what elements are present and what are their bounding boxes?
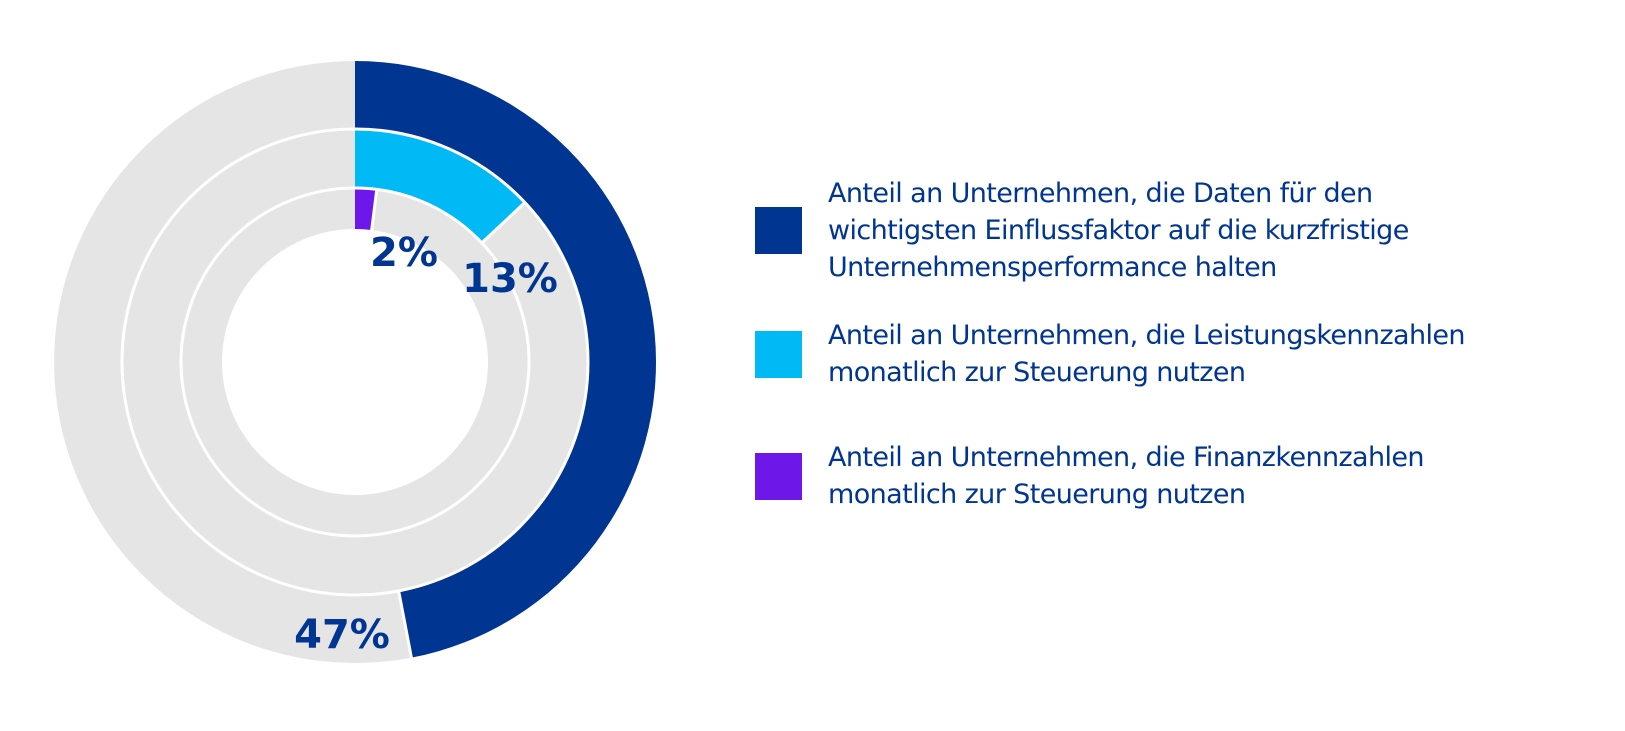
legend-line: Unternehmensperformance halten: [828, 252, 1277, 283]
ring-values: [355, 61, 657, 658]
legend-swatch-outer: [755, 207, 802, 254]
ring-gap-1: [179, 186, 531, 538]
ring-gap-0: [120, 127, 590, 597]
ring-segment-outer: [355, 61, 657, 658]
segment-end-divider-inner: [370, 189, 379, 232]
segment-end-divider-middle: [480, 201, 526, 244]
legend-line: Anteil an Unternehmen, die Daten für den: [828, 178, 1373, 209]
ring-labels: 47% 13% 2%: [294, 230, 558, 658]
donut-chart: 47% 13% 2%: [54, 61, 657, 663]
value-label-outer: 47%: [294, 612, 390, 658]
legend-line: monatlich zur Steuerung nutzen: [828, 479, 1246, 510]
legend-line: Anteil an Unternehmen, die Leistungskenn…: [828, 320, 1466, 351]
legend-item-inner: Anteil an Unternehmen, die Finanzkennzah…: [755, 439, 1588, 513]
value-label-inner: 2%: [370, 230, 438, 276]
legend-item-middle: Anteil an Unternehmen, die Leistungskenn…: [755, 317, 1588, 391]
legend-label-middle: Anteil an Unternehmen, die Leistungskenn…: [828, 317, 1588, 391]
legend-item-outer: Anteil an Unternehmen, die Daten für den…: [755, 175, 1588, 286]
legend-line: Anteil an Unternehmen, die Finanzkennzah…: [828, 442, 1425, 473]
legend-label-inner: Anteil an Unternehmen, die Finanzkennzah…: [828, 439, 1588, 513]
legend-swatch-inner: [755, 452, 802, 500]
ring-track-inner: [182, 189, 528, 535]
ring-segment-inner: [355, 189, 377, 231]
legend-label-outer: Anteil an Unternehmen, die Daten für den…: [828, 175, 1588, 286]
ring-separators: [120, 127, 590, 659]
segment-end-divider-outer: [397, 590, 414, 659]
value-label-middle: 13%: [462, 256, 558, 302]
legend-swatch-middle: [755, 330, 802, 378]
ring-segment-middle: [355, 130, 525, 243]
legend-line: monatlich zur Steuerung nutzen: [828, 357, 1246, 388]
legend-line: wichtigsten Einflussfaktor auf die kurzf…: [828, 215, 1409, 246]
